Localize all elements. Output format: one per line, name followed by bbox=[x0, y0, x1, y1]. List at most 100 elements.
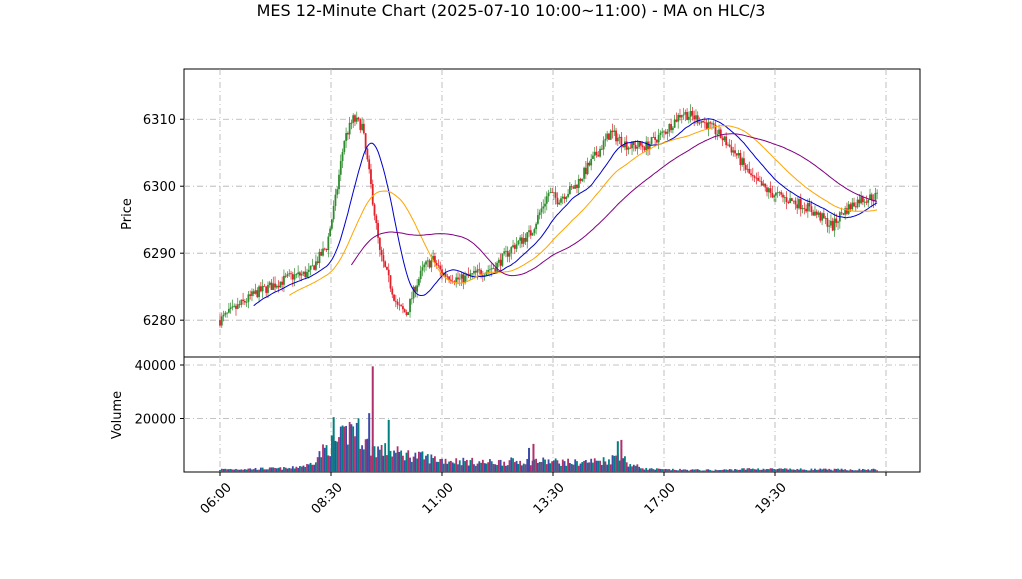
volume-bar bbox=[641, 468, 644, 472]
candle-body bbox=[391, 288, 394, 295]
candle-body bbox=[641, 145, 644, 148]
volume-bar bbox=[460, 465, 463, 472]
volume-bar bbox=[377, 446, 379, 472]
volume-bar bbox=[595, 460, 598, 472]
candle-body bbox=[552, 192, 555, 194]
moving-average-line bbox=[253, 118, 878, 307]
candle-body bbox=[512, 245, 514, 248]
volume-bar bbox=[350, 424, 353, 472]
candle-body bbox=[622, 145, 625, 148]
candle-body bbox=[409, 298, 411, 313]
volume-tick-label: 20000 bbox=[135, 413, 176, 428]
candle-body bbox=[798, 199, 800, 209]
volume-bar bbox=[652, 469, 655, 472]
volume-bar bbox=[528, 447, 531, 472]
volume-bar bbox=[824, 468, 827, 472]
candle-body bbox=[794, 200, 797, 205]
volume-bar bbox=[322, 444, 324, 472]
candle-body bbox=[410, 298, 413, 300]
volume-bar bbox=[384, 443, 387, 472]
volume-bar bbox=[663, 469, 665, 472]
candle-body bbox=[540, 208, 543, 213]
volume-bar bbox=[323, 447, 326, 472]
volume-bar bbox=[361, 445, 363, 472]
volume-bar bbox=[481, 459, 484, 472]
candle-body bbox=[311, 265, 314, 267]
candle-body bbox=[526, 232, 529, 242]
candle-body bbox=[705, 122, 708, 130]
volume-bar bbox=[432, 457, 435, 472]
volume-bar bbox=[373, 446, 376, 472]
volume-bar bbox=[394, 452, 397, 472]
candle-body bbox=[780, 192, 783, 195]
volume-bar bbox=[618, 460, 621, 472]
volume-bar bbox=[787, 469, 790, 472]
candle-body bbox=[608, 133, 610, 140]
volume-bar bbox=[606, 464, 609, 472]
candle-body bbox=[348, 122, 351, 135]
volume-bar bbox=[448, 461, 451, 472]
volume-bar bbox=[270, 467, 273, 472]
candle-body bbox=[588, 162, 591, 166]
candle-body bbox=[490, 268, 493, 270]
candle-body bbox=[648, 143, 651, 150]
candle-body bbox=[487, 269, 490, 272]
candle-body bbox=[874, 192, 877, 201]
candle-body bbox=[506, 250, 509, 257]
volume-bar bbox=[739, 469, 742, 472]
volume-bar bbox=[696, 469, 699, 472]
volume-bar bbox=[299, 466, 301, 472]
volume-bar bbox=[410, 461, 413, 472]
candle-body bbox=[236, 304, 239, 309]
candle-body bbox=[323, 248, 326, 250]
volume-bar bbox=[341, 425, 344, 472]
volume-bar bbox=[801, 469, 804, 472]
candle-body bbox=[700, 121, 703, 123]
candle-body bbox=[474, 270, 477, 273]
candle-body bbox=[590, 158, 593, 166]
candle-body bbox=[801, 208, 804, 210]
volume-bar bbox=[284, 467, 287, 472]
volume-bar bbox=[469, 460, 472, 472]
candle-body bbox=[414, 286, 417, 292]
candle-body bbox=[748, 168, 751, 174]
candle-body bbox=[419, 270, 422, 280]
volume-bar bbox=[634, 465, 637, 472]
candle-body bbox=[352, 115, 355, 123]
candle-body bbox=[584, 167, 587, 175]
candle-body bbox=[371, 184, 374, 205]
volume-bar bbox=[790, 469, 793, 472]
volume-bar bbox=[290, 468, 292, 472]
candle-body bbox=[739, 153, 742, 166]
candle-body bbox=[629, 147, 632, 149]
candle-body bbox=[767, 188, 770, 193]
candle-body bbox=[643, 147, 646, 151]
volume-bar bbox=[545, 464, 548, 472]
volume-bar bbox=[675, 470, 678, 472]
volume-bar bbox=[670, 470, 673, 472]
candle-body bbox=[870, 194, 873, 201]
volume-bar bbox=[510, 457, 513, 472]
candle-body bbox=[398, 304, 401, 306]
volume-bar bbox=[762, 468, 765, 472]
candle-body bbox=[224, 312, 227, 315]
candle-body bbox=[865, 201, 868, 203]
candle-body bbox=[783, 197, 786, 199]
volume-bar bbox=[529, 465, 532, 472]
volume-bar bbox=[519, 460, 522, 472]
volume-bar bbox=[806, 470, 809, 472]
volume-bar bbox=[590, 458, 593, 472]
volume-bar bbox=[604, 461, 607, 472]
volume-bar bbox=[274, 467, 276, 472]
volume-bar bbox=[286, 468, 289, 472]
candle-body bbox=[254, 290, 257, 294]
volume-bar bbox=[537, 463, 539, 472]
volume-bar bbox=[430, 454, 433, 472]
candle-body bbox=[318, 251, 321, 264]
candle-body bbox=[378, 237, 381, 250]
candle-body bbox=[625, 141, 628, 150]
volume-bar bbox=[426, 454, 429, 472]
volume-bar bbox=[655, 468, 658, 472]
candle-body bbox=[400, 305, 403, 307]
volume-bar bbox=[561, 459, 564, 472]
